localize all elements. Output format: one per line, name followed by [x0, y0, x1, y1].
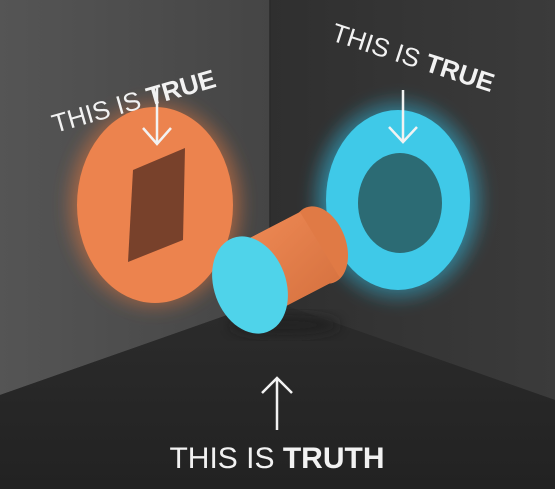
up-arrow-icon — [261, 376, 293, 430]
down-arrow-icon — [142, 88, 172, 146]
cylinder-front-cap — [212, 236, 288, 334]
right-wall-projection — [306, 92, 490, 308]
cylinder-object — [212, 206, 349, 335]
left-wall-projection — [60, 93, 250, 317]
bottom-label: THIS IS TRUTH — [169, 442, 384, 475]
circle-shadow — [358, 153, 442, 253]
rectangle-shadow — [128, 148, 185, 262]
down-arrow-icon — [388, 90, 418, 144]
bottom-label-group: THIS IS TRUTH — [169, 376, 385, 475]
